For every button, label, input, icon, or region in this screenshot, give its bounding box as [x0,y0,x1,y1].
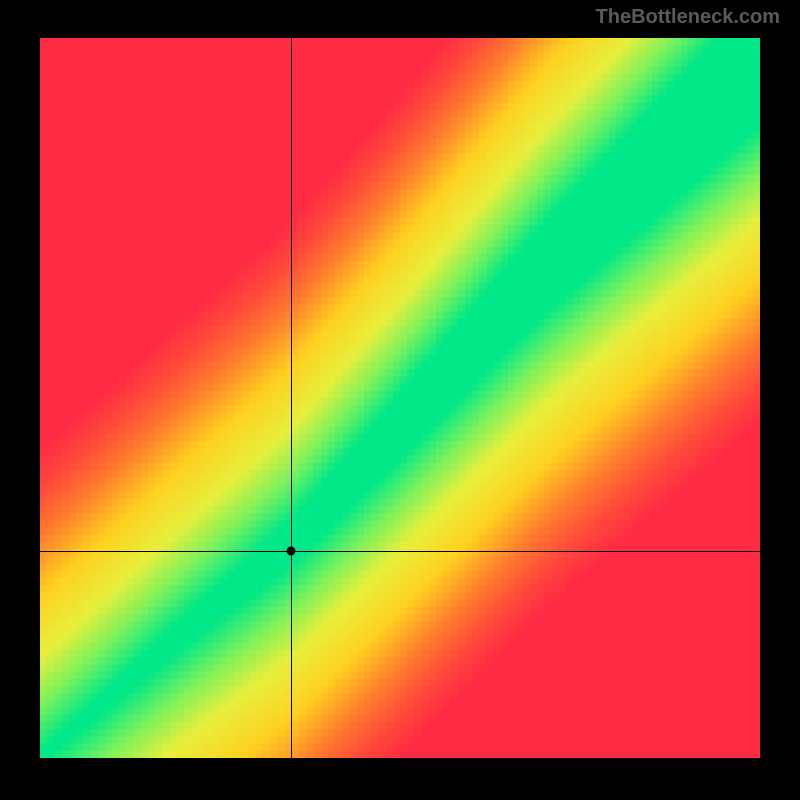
chart-container: TheBottleneck.com [0,0,800,800]
plot-area [40,38,760,758]
watermark-text: TheBottleneck.com [596,6,780,29]
marker-dot [286,546,295,555]
crosshair-vertical [291,38,292,758]
crosshair-horizontal [40,551,760,552]
heatmap-canvas [40,38,760,758]
